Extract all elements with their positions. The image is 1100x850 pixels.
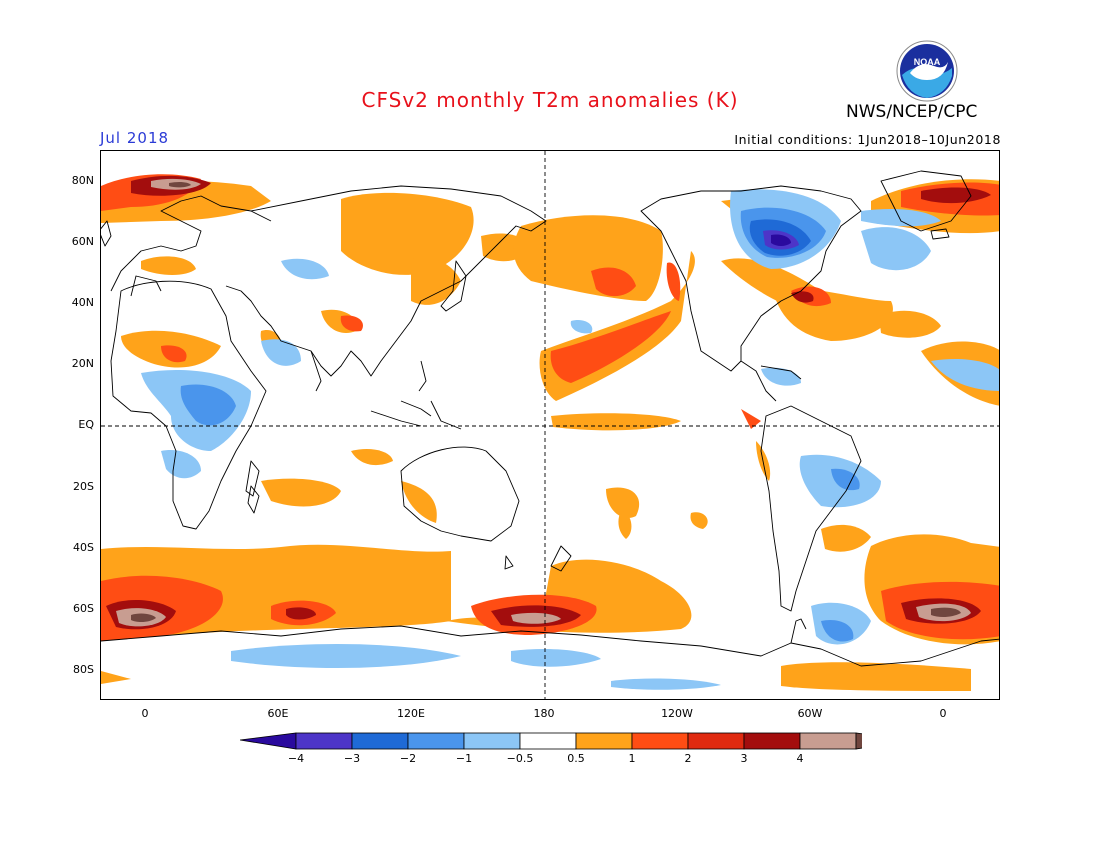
lat-label: 80N xyxy=(50,174,94,187)
legend-swatch-max xyxy=(856,733,862,749)
legend-swatch xyxy=(800,733,856,749)
legend-tick-label: −1 xyxy=(444,752,484,765)
lon-label: 60E xyxy=(258,707,298,720)
lon-label: 60W xyxy=(790,707,830,720)
legend-tick-label: −4 xyxy=(276,752,316,765)
noaa-logo: NOAA xyxy=(896,40,958,102)
lat-label: EQ xyxy=(50,418,94,431)
legend-swatch xyxy=(464,733,520,749)
legend-tick-label: −0.5 xyxy=(500,752,540,765)
legend-swatch xyxy=(408,733,464,749)
legend-tick-label: 0.5 xyxy=(556,752,596,765)
forecast-month: Jul 2018 xyxy=(100,129,169,147)
logo-text: NOAA xyxy=(914,57,941,67)
lat-label: 40N xyxy=(50,296,94,309)
color-legend xyxy=(240,732,862,750)
lat-label: 60S xyxy=(50,602,94,615)
lon-label: 0 xyxy=(125,707,165,720)
legend-tick-label: 3 xyxy=(724,752,764,765)
legend-swatch xyxy=(744,733,800,749)
legend-swatch xyxy=(352,733,408,749)
legend-tick-label: −3 xyxy=(332,752,372,765)
legend-tick-label: 4 xyxy=(780,752,820,765)
lat-label: 40S xyxy=(50,541,94,554)
lon-label: 180 xyxy=(524,707,564,720)
legend-tick-label: 2 xyxy=(668,752,708,765)
legend-swatch xyxy=(576,733,632,749)
lon-label: 0 xyxy=(923,707,963,720)
legend-swatch xyxy=(296,733,352,749)
initial-conditions: Initial conditions: 1Jun2018–10Jun2018 xyxy=(734,132,1001,147)
lat-label: 20S xyxy=(50,480,94,493)
lat-label: 20N xyxy=(50,357,94,370)
lon-label: 120W xyxy=(657,707,697,720)
chart-title: CFSv2 monthly T2m anomalies (K) xyxy=(300,88,800,112)
legend-swatch-min xyxy=(240,733,296,749)
legend-tick-label: 1 xyxy=(612,752,652,765)
legend-tick-label: −2 xyxy=(388,752,428,765)
agency-label: NWS/NCEP/CPC xyxy=(846,102,977,122)
legend-swatch xyxy=(688,733,744,749)
legend-swatch xyxy=(520,733,576,749)
legend-swatch xyxy=(632,733,688,749)
lon-label: 120E xyxy=(391,707,431,720)
lat-label: 60N xyxy=(50,235,94,248)
lat-label: 80S xyxy=(50,663,94,676)
anomaly-map xyxy=(100,150,1000,700)
